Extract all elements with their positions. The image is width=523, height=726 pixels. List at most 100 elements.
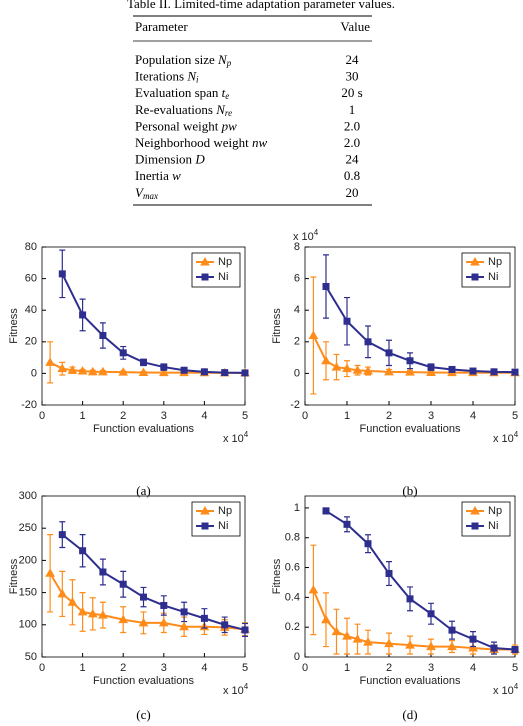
x-tick-label: 5 bbox=[242, 410, 248, 422]
x-scale-label-exp: 4 bbox=[514, 430, 519, 439]
table-cell: Vmax bbox=[135, 185, 158, 201]
y-tick-label: 1 bbox=[294, 502, 300, 514]
marker bbox=[99, 568, 107, 576]
x-tick-label: 2 bbox=[386, 410, 392, 422]
y-tick-label: 80 bbox=[25, 241, 37, 253]
marker bbox=[448, 365, 456, 373]
param-label: Population size bbox=[135, 52, 215, 67]
marker bbox=[118, 367, 129, 376]
series-line bbox=[312, 589, 515, 651]
table-cell: Inertia w bbox=[135, 168, 181, 183]
legend-box bbox=[461, 252, 511, 288]
table-cell: 30 bbox=[346, 69, 359, 84]
y-tick-label: 0 bbox=[294, 651, 300, 663]
marker bbox=[352, 634, 363, 643]
x-tick-label: 4 bbox=[201, 662, 207, 674]
marker bbox=[342, 363, 352, 373]
marker bbox=[118, 614, 129, 624]
param-subscript: p bbox=[226, 58, 232, 68]
y-tick-label: 250 bbox=[19, 522, 37, 534]
y-tick-label: 100 bbox=[19, 619, 37, 631]
marker bbox=[138, 617, 149, 627]
marker bbox=[468, 643, 478, 652]
x-tick-label: 4 bbox=[470, 662, 476, 674]
series-line bbox=[61, 533, 246, 631]
y-tick-label: 60 bbox=[25, 273, 37, 285]
marker bbox=[45, 568, 55, 577]
y-tick-label: 2 bbox=[294, 336, 300, 348]
table-cell: Re-evaluations Nre bbox=[135, 102, 232, 118]
marker bbox=[241, 626, 249, 634]
legend-marker bbox=[470, 505, 480, 515]
marker bbox=[221, 369, 229, 377]
y-tick-label: -20 bbox=[21, 399, 37, 411]
marker bbox=[57, 588, 68, 598]
marker bbox=[99, 331, 107, 339]
y-axis-label: Fitness bbox=[8, 558, 20, 594]
param-symbol: N bbox=[186, 69, 197, 84]
marker bbox=[77, 606, 88, 616]
series-line bbox=[325, 285, 516, 374]
y-tick-label: 4 bbox=[294, 304, 300, 316]
marker bbox=[158, 617, 169, 627]
marker bbox=[343, 520, 351, 528]
param-symbol: nw bbox=[252, 135, 268, 150]
legend-marker bbox=[200, 505, 210, 515]
x-tick-label: 0 bbox=[302, 662, 308, 674]
x-scale-label: x 104 bbox=[223, 682, 249, 697]
marker bbox=[342, 631, 352, 640]
plot-frame bbox=[41, 495, 246, 658]
series-line bbox=[49, 572, 246, 631]
x-scale-label-base: x 10 bbox=[493, 433, 514, 445]
x-axis-label: Function evaluations bbox=[360, 423, 461, 435]
marker bbox=[490, 368, 498, 376]
legend-marker bbox=[470, 256, 480, 266]
legend-label: Ni bbox=[218, 271, 228, 283]
table-header: Value bbox=[340, 19, 370, 34]
table-cell: 0.8 bbox=[344, 168, 360, 183]
y-tick-label: 0 bbox=[31, 367, 37, 379]
marker bbox=[343, 317, 351, 325]
param-symbol: N bbox=[217, 52, 228, 67]
x-tick-label: 1 bbox=[344, 662, 350, 674]
param-symbol: pw bbox=[221, 118, 238, 133]
y-tick-label: 40 bbox=[25, 304, 37, 316]
x-scale-label-exp: 4 bbox=[244, 430, 249, 439]
marker bbox=[364, 540, 372, 548]
x-scale-label: x 104 bbox=[223, 430, 249, 445]
marker bbox=[363, 637, 373, 646]
table-cell: 2.0 bbox=[344, 118, 360, 133]
marker bbox=[405, 640, 415, 649]
x-scale-label: x 104 bbox=[493, 682, 519, 697]
x-tick-label: 3 bbox=[161, 410, 167, 422]
table-caption: Table II. Limited-time adaptation parame… bbox=[127, 0, 395, 11]
y-tick-label: 200 bbox=[19, 554, 37, 566]
marker bbox=[79, 547, 87, 555]
legend-label: Np bbox=[488, 256, 502, 268]
table-cell: Personal weight pw bbox=[135, 118, 237, 133]
legend-label: Np bbox=[488, 505, 502, 517]
marker bbox=[426, 367, 436, 376]
table-cell: 20 s bbox=[341, 85, 362, 100]
y-tick-label: 20 bbox=[25, 336, 37, 348]
x-tick-label: 3 bbox=[428, 410, 434, 422]
marker bbox=[352, 365, 363, 374]
subfigure-label: (c) bbox=[136, 707, 150, 722]
param-label: Neighborhood weight bbox=[135, 135, 249, 150]
marker bbox=[58, 531, 66, 539]
plot-frame bbox=[304, 495, 516, 658]
x-tick-label: 2 bbox=[120, 662, 126, 674]
param-symbol: D bbox=[194, 152, 205, 167]
marker bbox=[427, 610, 435, 618]
x-tick-label: 4 bbox=[201, 410, 207, 422]
subfigure-label: (d) bbox=[402, 707, 417, 722]
y-tick-label: 0.2 bbox=[285, 621, 300, 633]
marker bbox=[158, 367, 169, 377]
param-symbol: t bbox=[222, 85, 226, 100]
marker bbox=[160, 601, 168, 609]
table-cell: 24 bbox=[346, 52, 360, 67]
x-scale-label-base: x 10 bbox=[493, 685, 514, 697]
marker bbox=[384, 638, 394, 648]
legend-marker bbox=[200, 256, 210, 266]
